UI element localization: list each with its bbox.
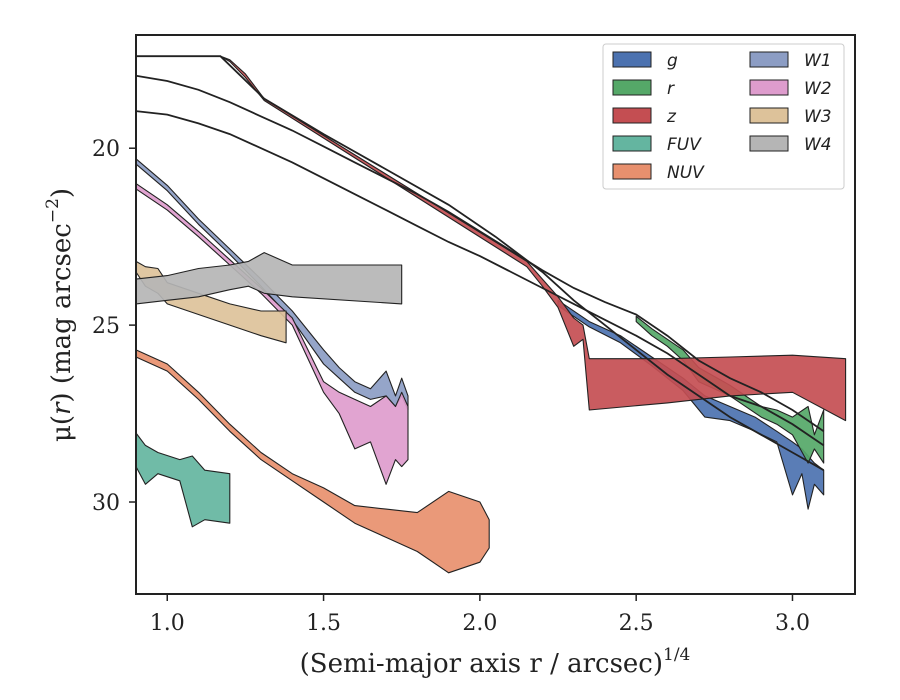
legend-swatch-w3 <box>749 107 789 124</box>
legend-swatch-z <box>612 107 652 124</box>
y-axis-label-close: ) <box>47 188 77 198</box>
legend-label-nuv: NUV <box>667 163 705 183</box>
x-tick-label: 1.0 <box>150 611 185 636</box>
y-axis-label-variable: r <box>47 401 77 415</box>
legend-label-z: z <box>666 107 677 127</box>
legend-label-g: g <box>667 51 678 71</box>
x-axis-label-superscript: 1/4 <box>663 645 690 665</box>
y-axis-label-unit: ) (mag arcsec <box>47 223 77 402</box>
plot-frame <box>135 34 856 595</box>
x-tick-label: 2.0 <box>462 611 497 636</box>
y-axis-label-superscript: −2 <box>43 198 63 223</box>
y-tick-label: 25 <box>92 314 120 339</box>
band-fuv <box>135 432 231 528</box>
legend-label-r: r <box>667 79 675 99</box>
model-curve-3 <box>135 110 825 447</box>
x-tick-label: 3.0 <box>775 611 810 636</box>
legend-swatch-w2 <box>749 79 789 96</box>
band-nuv <box>135 349 490 574</box>
model-curve-2 <box>135 74 825 433</box>
band-w4 <box>135 252 403 305</box>
legend-swatch-nuv <box>612 163 652 180</box>
x-tick-label: 1.5 <box>306 611 341 636</box>
legend-label-fuv: FUV <box>667 135 702 155</box>
legend-label-w3: W3 <box>804 107 832 127</box>
legend-swatch-w4 <box>749 135 789 152</box>
y-axis-label: μ(r) (mag arcsec−2) <box>43 188 77 442</box>
ticks-layer: 1.0 1.5 2.0 2.5 3.0 20 25 30 <box>92 137 810 636</box>
legend-swatch-g <box>612 51 652 68</box>
x-axis-label: (Semi-major axis r / arcsec)1/4 <box>300 645 691 679</box>
legend-swatch-w1 <box>749 51 789 68</box>
y-axis-label-prefix: μ( <box>47 415 77 442</box>
model-curve-1 <box>136 55 825 471</box>
y-tick-label: 30 <box>92 491 120 516</box>
y-tick-label: 20 <box>92 137 120 162</box>
legend-swatch-fuv <box>612 135 652 152</box>
legend-swatch-r <box>612 79 652 96</box>
legend-label-w4: W4 <box>804 135 832 155</box>
legend-label-w1: W1 <box>804 51 832 71</box>
model-curves-layer <box>135 55 825 471</box>
bands-layer <box>135 55 847 574</box>
x-tick-label: 2.5 <box>619 611 654 636</box>
legend-label-w2: W2 <box>804 79 832 99</box>
x-axis-label-text: (Semi-major axis r / arcsec) <box>300 649 663 679</box>
band-z <box>219 55 847 422</box>
legend: grz FUV NUV W1 W2 W3 W4 <box>602 43 845 190</box>
